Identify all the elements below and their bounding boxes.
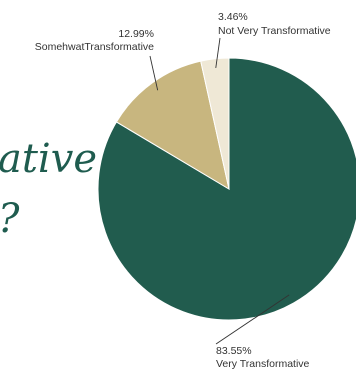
- pie-slice-somehwattransformative: [115, 60, 230, 191]
- slice-label-somewhat-transformative-percent: 12.99%: [118, 28, 154, 40]
- pie-slice-not-very-transformative: [200, 57, 230, 190]
- background-script-text-line-1: ative: [0, 136, 97, 182]
- pie-slice-very-transformative: [97, 57, 356, 321]
- slice-label-not-very-transformative-name: Not Very Transformative: [218, 25, 331, 37]
- slice-label-very-transformative-percent: 83.55%: [216, 345, 252, 357]
- slice-label-very-transformative-name: Very Transformative: [216, 358, 310, 370]
- leader-line-very-transformative: [215, 294, 290, 345]
- leader-line-somewhat-transformative: [149, 55, 159, 91]
- background-script-text-line-2: ?: [0, 196, 20, 242]
- leader-lines: [149, 37, 290, 345]
- slice-label-somewhat-transformative-name: SomehwatTransformative: [35, 41, 154, 53]
- slice-label-not-very-transformative-percent: 3.46%: [218, 11, 248, 23]
- leader-line-not-very-transformative: [215, 37, 221, 68]
- pie-slices: [97, 57, 356, 321]
